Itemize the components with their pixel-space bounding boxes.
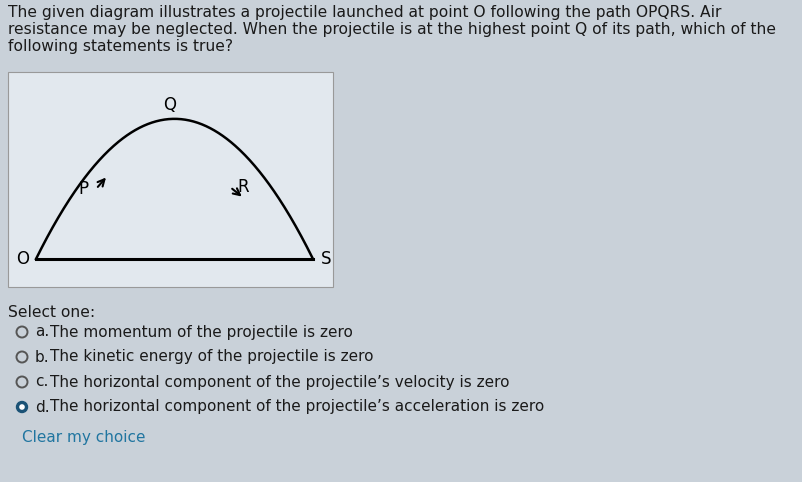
Text: b.: b. bbox=[35, 349, 50, 364]
Text: a.: a. bbox=[35, 324, 49, 339]
Text: resistance may be neglected. When the projectile is at the highest point Q of it: resistance may be neglected. When the pr… bbox=[8, 22, 775, 37]
Text: The given diagram illustrates a projectile launched at point O following the pat: The given diagram illustrates a projecti… bbox=[8, 5, 720, 20]
Text: The horizontal component of the projectile’s acceleration is zero: The horizontal component of the projecti… bbox=[50, 400, 544, 415]
Text: The kinetic energy of the projectile is zero: The kinetic energy of the projectile is … bbox=[50, 349, 373, 364]
Text: O: O bbox=[17, 250, 30, 268]
Bar bbox=[8, 72, 333, 287]
Text: Clear my choice: Clear my choice bbox=[22, 430, 145, 445]
Text: Select one:: Select one: bbox=[8, 305, 95, 320]
Text: The momentum of the projectile is zero: The momentum of the projectile is zero bbox=[50, 324, 352, 339]
Text: S: S bbox=[320, 250, 331, 268]
Text: P: P bbox=[78, 180, 88, 198]
Text: R: R bbox=[237, 178, 249, 196]
Text: c.: c. bbox=[35, 375, 48, 389]
Text: Q: Q bbox=[164, 96, 176, 114]
Text: d.: d. bbox=[35, 400, 50, 415]
Text: The horizontal component of the projectile’s velocity is zero: The horizontal component of the projecti… bbox=[50, 375, 508, 389]
Circle shape bbox=[20, 405, 24, 409]
Text: following statements is true?: following statements is true? bbox=[8, 39, 233, 54]
Circle shape bbox=[17, 402, 27, 413]
